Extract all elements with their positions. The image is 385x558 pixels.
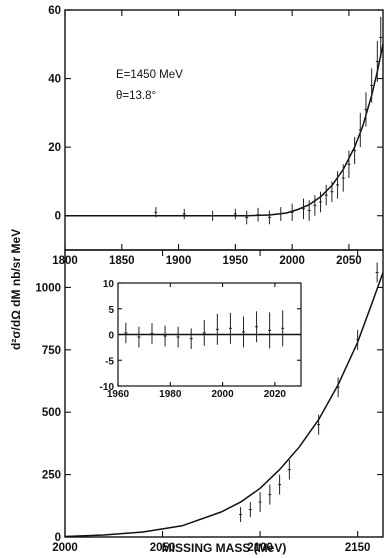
bottom-y-tick-label: 1000 xyxy=(35,282,61,294)
bottom-x-tick-label: 2150 xyxy=(345,542,371,554)
angle-annotation: θ=13.8° xyxy=(116,90,156,102)
top-y-tick-label: 20 xyxy=(48,142,61,154)
bottom-x-tick-label: 2100 xyxy=(247,542,273,554)
bottom-y-tick-label: 250 xyxy=(42,470,61,482)
bottom-axis-ticks: 2000 2050 2100 2150 0 250 500 750 1000 xyxy=(35,250,383,554)
bottom-fit-line xyxy=(64,272,384,538)
bottom-x-tick-label: 2000 xyxy=(52,542,78,554)
inset-y-tick-label: 0 xyxy=(108,331,114,342)
top-x-tick-label: 1950 xyxy=(223,255,249,267)
y-axis-label: d²σ/dΩ dM nb/sr MeV xyxy=(9,229,23,350)
x-axis-label: MISSING MASS (MeV) xyxy=(162,541,287,555)
inset-x-tick-label: 1960 xyxy=(107,389,130,400)
inset-y-tick-label: 5 xyxy=(108,305,114,316)
inset-y-tick-label: -10 xyxy=(100,382,115,393)
top-data-points xyxy=(154,16,383,225)
top-x-tick-label: 2050 xyxy=(336,255,362,267)
inset-x-tick-label: 2000 xyxy=(211,389,234,400)
bottom-y-tick-label: 0 xyxy=(55,532,61,544)
inset-y-tick-label: -5 xyxy=(105,356,114,367)
top-fit-curve xyxy=(65,44,384,217)
bottom-fit-curve xyxy=(64,272,384,538)
inset-axis-ticks: 1960 1980 2000 2020 -10 -5 0 5 10 xyxy=(100,279,301,400)
inset-y-tick-label: 10 xyxy=(103,279,115,290)
top-x-tick-label: 1900 xyxy=(166,255,192,267)
bottom-y-tick-label: 750 xyxy=(42,345,61,357)
bottom-x-tick-label: 2050 xyxy=(150,542,176,554)
top-panel-frame xyxy=(64,9,384,251)
top-y-tick-label: 0 xyxy=(55,211,61,223)
inset-x-tick-label: 2020 xyxy=(264,389,287,400)
bottom-data-points xyxy=(239,262,379,523)
top-x-tick-label: 1850 xyxy=(109,255,135,267)
energy-annotation: E=1450 MeV xyxy=(116,69,183,81)
bottom-panel-frame xyxy=(64,249,384,538)
top-x-tick-label: 2000 xyxy=(279,255,305,267)
bottom-panel: 2000 2050 2100 2150 0 250 500 750 1000 MISSING M… xyxy=(35,249,384,555)
top-fit-line xyxy=(65,44,384,217)
top-y-tick-label: 40 xyxy=(48,74,61,86)
inset-data-points xyxy=(118,310,301,349)
inset-x-tick-label: 1980 xyxy=(159,389,182,400)
inset-panel: 1960 1980 2000 2020 -10 -5 0 5 10 xyxy=(100,279,302,400)
top-y-tick-label: 60 xyxy=(48,5,61,17)
bottom-y-tick-label: 500 xyxy=(42,407,61,419)
